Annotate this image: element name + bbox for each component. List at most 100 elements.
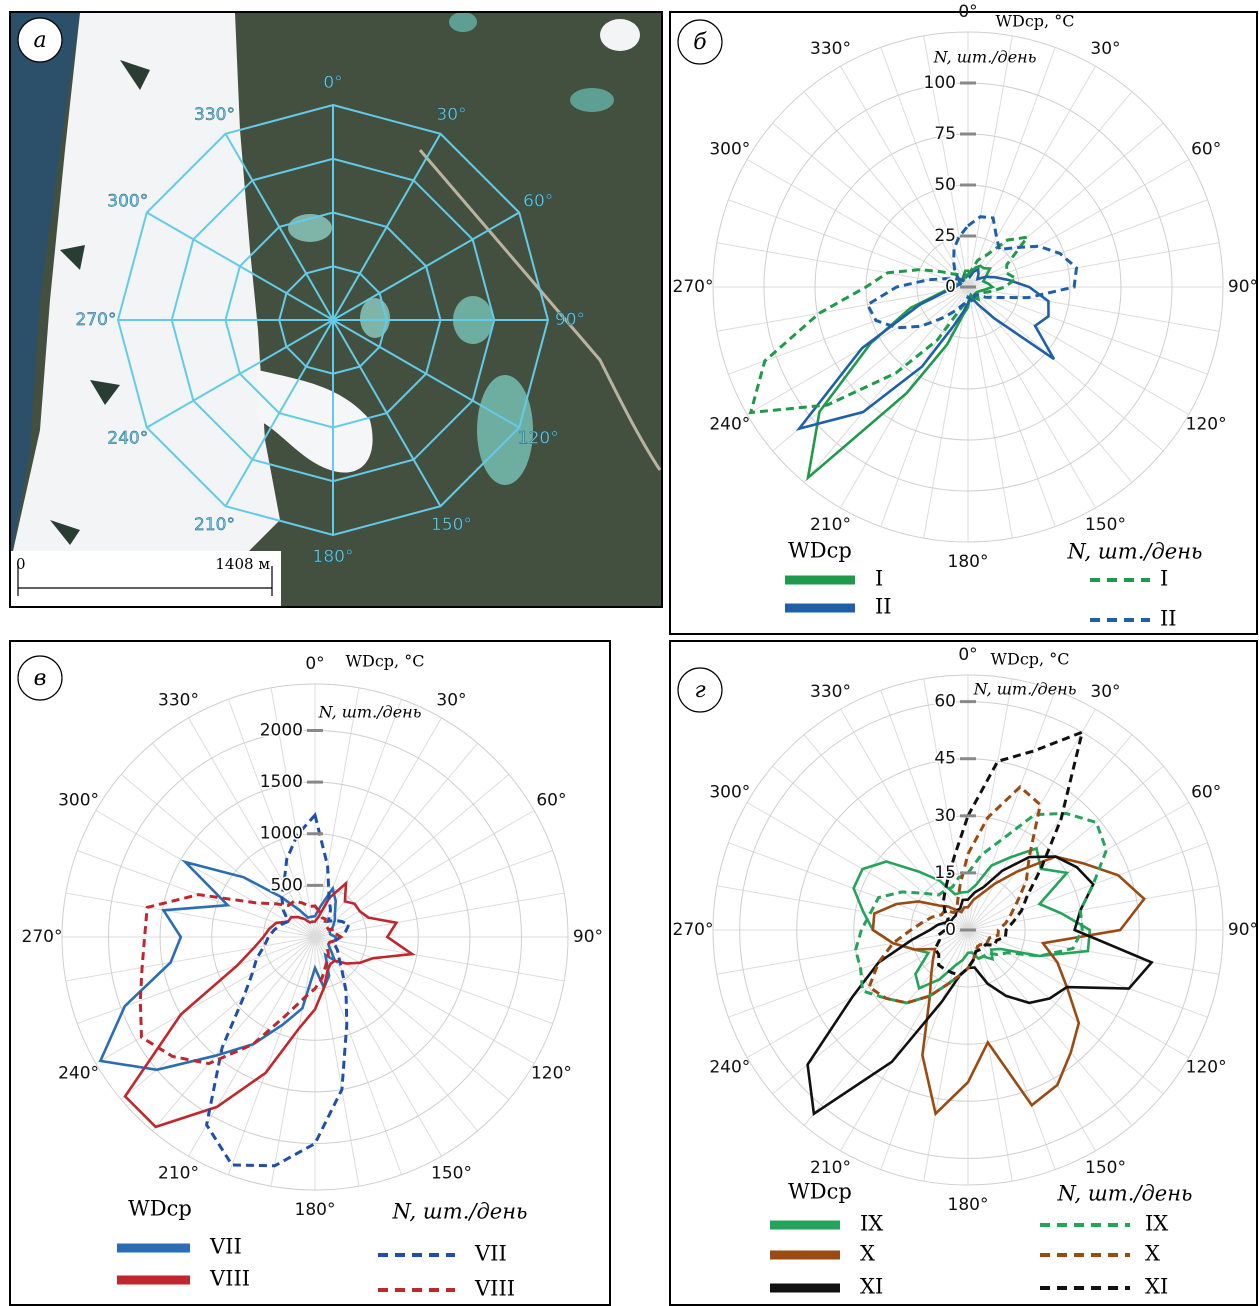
r-tick-label: 50 xyxy=(934,175,956,195)
angle-label: 120° xyxy=(531,1064,572,1084)
angle-label: 240° xyxy=(709,1058,750,1078)
angle-label: 30° xyxy=(436,105,466,125)
legend-label: II xyxy=(875,595,892,619)
angle-label: 120° xyxy=(518,429,559,449)
legend-label: VII xyxy=(209,1235,242,1259)
radial-title: WDср, °C xyxy=(346,652,425,671)
r-tick-label: 25 xyxy=(934,226,956,246)
angle-label: 180° xyxy=(313,547,354,567)
legend-label: IX xyxy=(860,1212,883,1236)
angle-label: 120° xyxy=(1186,1058,1227,1078)
legend-title: WDср xyxy=(788,539,852,563)
angle-label: 270° xyxy=(673,920,714,940)
legend-label: I xyxy=(1160,567,1168,591)
legend-label: IX xyxy=(1145,1212,1168,1236)
angle-label: 90° xyxy=(573,927,603,947)
r-tick-label: 15 xyxy=(934,863,956,883)
angle-label: 330° xyxy=(158,691,199,711)
angle-label: 180° xyxy=(948,1195,989,1215)
legend-label: VIII xyxy=(474,1277,515,1301)
angle-label: 240° xyxy=(58,1064,99,1084)
angle-label: 210° xyxy=(158,1163,199,1183)
page: 0°30°60°90°120°150°180°210°240°270°300°3… xyxy=(0,0,1259,1306)
angle-label: 0° xyxy=(323,73,342,93)
radial-title: WDср, °C xyxy=(991,650,1070,669)
radial-title: N, шт./день xyxy=(318,703,422,722)
legend-title: WDср xyxy=(128,1197,192,1221)
angle-label: 210° xyxy=(810,515,851,535)
legend-label: I xyxy=(875,567,883,591)
angle-label: 30° xyxy=(436,691,466,711)
r-tick-label: 1000 xyxy=(260,824,303,844)
angle-label: 60° xyxy=(1191,140,1221,160)
angle-label: 60° xyxy=(1191,783,1221,803)
angle-label: 300° xyxy=(107,192,148,212)
series-line xyxy=(808,266,993,478)
legend-label: XI xyxy=(1145,1275,1168,1299)
angle-label: 150° xyxy=(1085,515,1126,535)
r-tick-label: 75 xyxy=(934,124,956,144)
angle-label: 330° xyxy=(194,105,235,125)
angle-label: 240° xyxy=(107,429,148,449)
angle-label: 180° xyxy=(295,1200,336,1220)
panel-label: в xyxy=(34,666,47,691)
legend-label: XI xyxy=(860,1275,883,1299)
panel-label: г xyxy=(694,678,705,703)
angle-label: 210° xyxy=(810,1158,851,1178)
angle-label: 330° xyxy=(810,682,851,702)
series-line xyxy=(873,857,1144,1114)
angle-label: 210° xyxy=(194,515,235,535)
angle-label: 60° xyxy=(536,791,566,811)
angle-label: 0° xyxy=(958,2,977,22)
angle-label: 0° xyxy=(305,654,324,674)
legend-label: II xyxy=(1160,607,1177,631)
r-tick-label: 60 xyxy=(934,692,956,712)
radial-title: N, шт./день xyxy=(973,680,1077,699)
angle-label: 90° xyxy=(555,310,585,330)
angle-label: 300° xyxy=(58,791,99,811)
r-tick-label: 100 xyxy=(924,73,956,93)
angle-label: 30° xyxy=(1090,682,1120,702)
series-line xyxy=(207,815,349,1166)
r-tick-label: 0 xyxy=(945,920,956,940)
angle-label: 90° xyxy=(1228,277,1258,297)
angle-label: 0° xyxy=(958,645,977,665)
legend-label: VIII xyxy=(209,1267,250,1291)
scale-label: 0 xyxy=(16,555,26,573)
angle-label: 240° xyxy=(709,415,750,435)
angle-label: 270° xyxy=(673,277,714,297)
legend-title: N, шт./день xyxy=(392,1200,528,1224)
legend-label: VII xyxy=(474,1242,507,1266)
angle-label: 330° xyxy=(810,39,851,59)
legend-title: N, шт./день xyxy=(1057,1182,1193,1206)
angle-label: 90° xyxy=(1228,920,1258,940)
angle-label: 150° xyxy=(1085,1158,1126,1178)
legend-title: N, шт./день xyxy=(1067,540,1203,564)
panel-label: а xyxy=(33,28,46,53)
panel-label: б xyxy=(693,30,707,55)
satellite-image xyxy=(11,12,661,606)
angle-label: 60° xyxy=(523,192,553,212)
radial-title: N, шт./день xyxy=(933,48,1037,67)
r-tick-label: 30 xyxy=(934,806,956,826)
radial-title: WDср, °C xyxy=(996,12,1075,31)
angle-label: 180° xyxy=(948,552,989,572)
legend-label: X xyxy=(1145,1242,1160,1266)
angle-label: 300° xyxy=(709,140,750,160)
r-tick-label: 2000 xyxy=(260,720,303,740)
r-tick-label: 0 xyxy=(945,277,956,297)
angle-label: 150° xyxy=(431,1163,472,1183)
angle-label: 270° xyxy=(22,927,63,947)
angle-label: 300° xyxy=(709,783,750,803)
angle-label: 150° xyxy=(431,515,472,535)
r-tick-label: 500 xyxy=(271,875,303,895)
legend-title: WDср xyxy=(788,1180,852,1204)
r-tick-label: 1500 xyxy=(260,772,303,792)
r-tick-label: 45 xyxy=(934,749,956,769)
angle-label: 120° xyxy=(1186,415,1227,435)
scale-label: 1408 м xyxy=(215,555,270,573)
figure: 0°30°60°90°120°150°180°210°240°270°300°3… xyxy=(0,0,1259,1306)
angle-label: 270° xyxy=(76,310,117,330)
angle-label: 30° xyxy=(1090,39,1120,59)
legend-label: X xyxy=(860,1242,875,1266)
